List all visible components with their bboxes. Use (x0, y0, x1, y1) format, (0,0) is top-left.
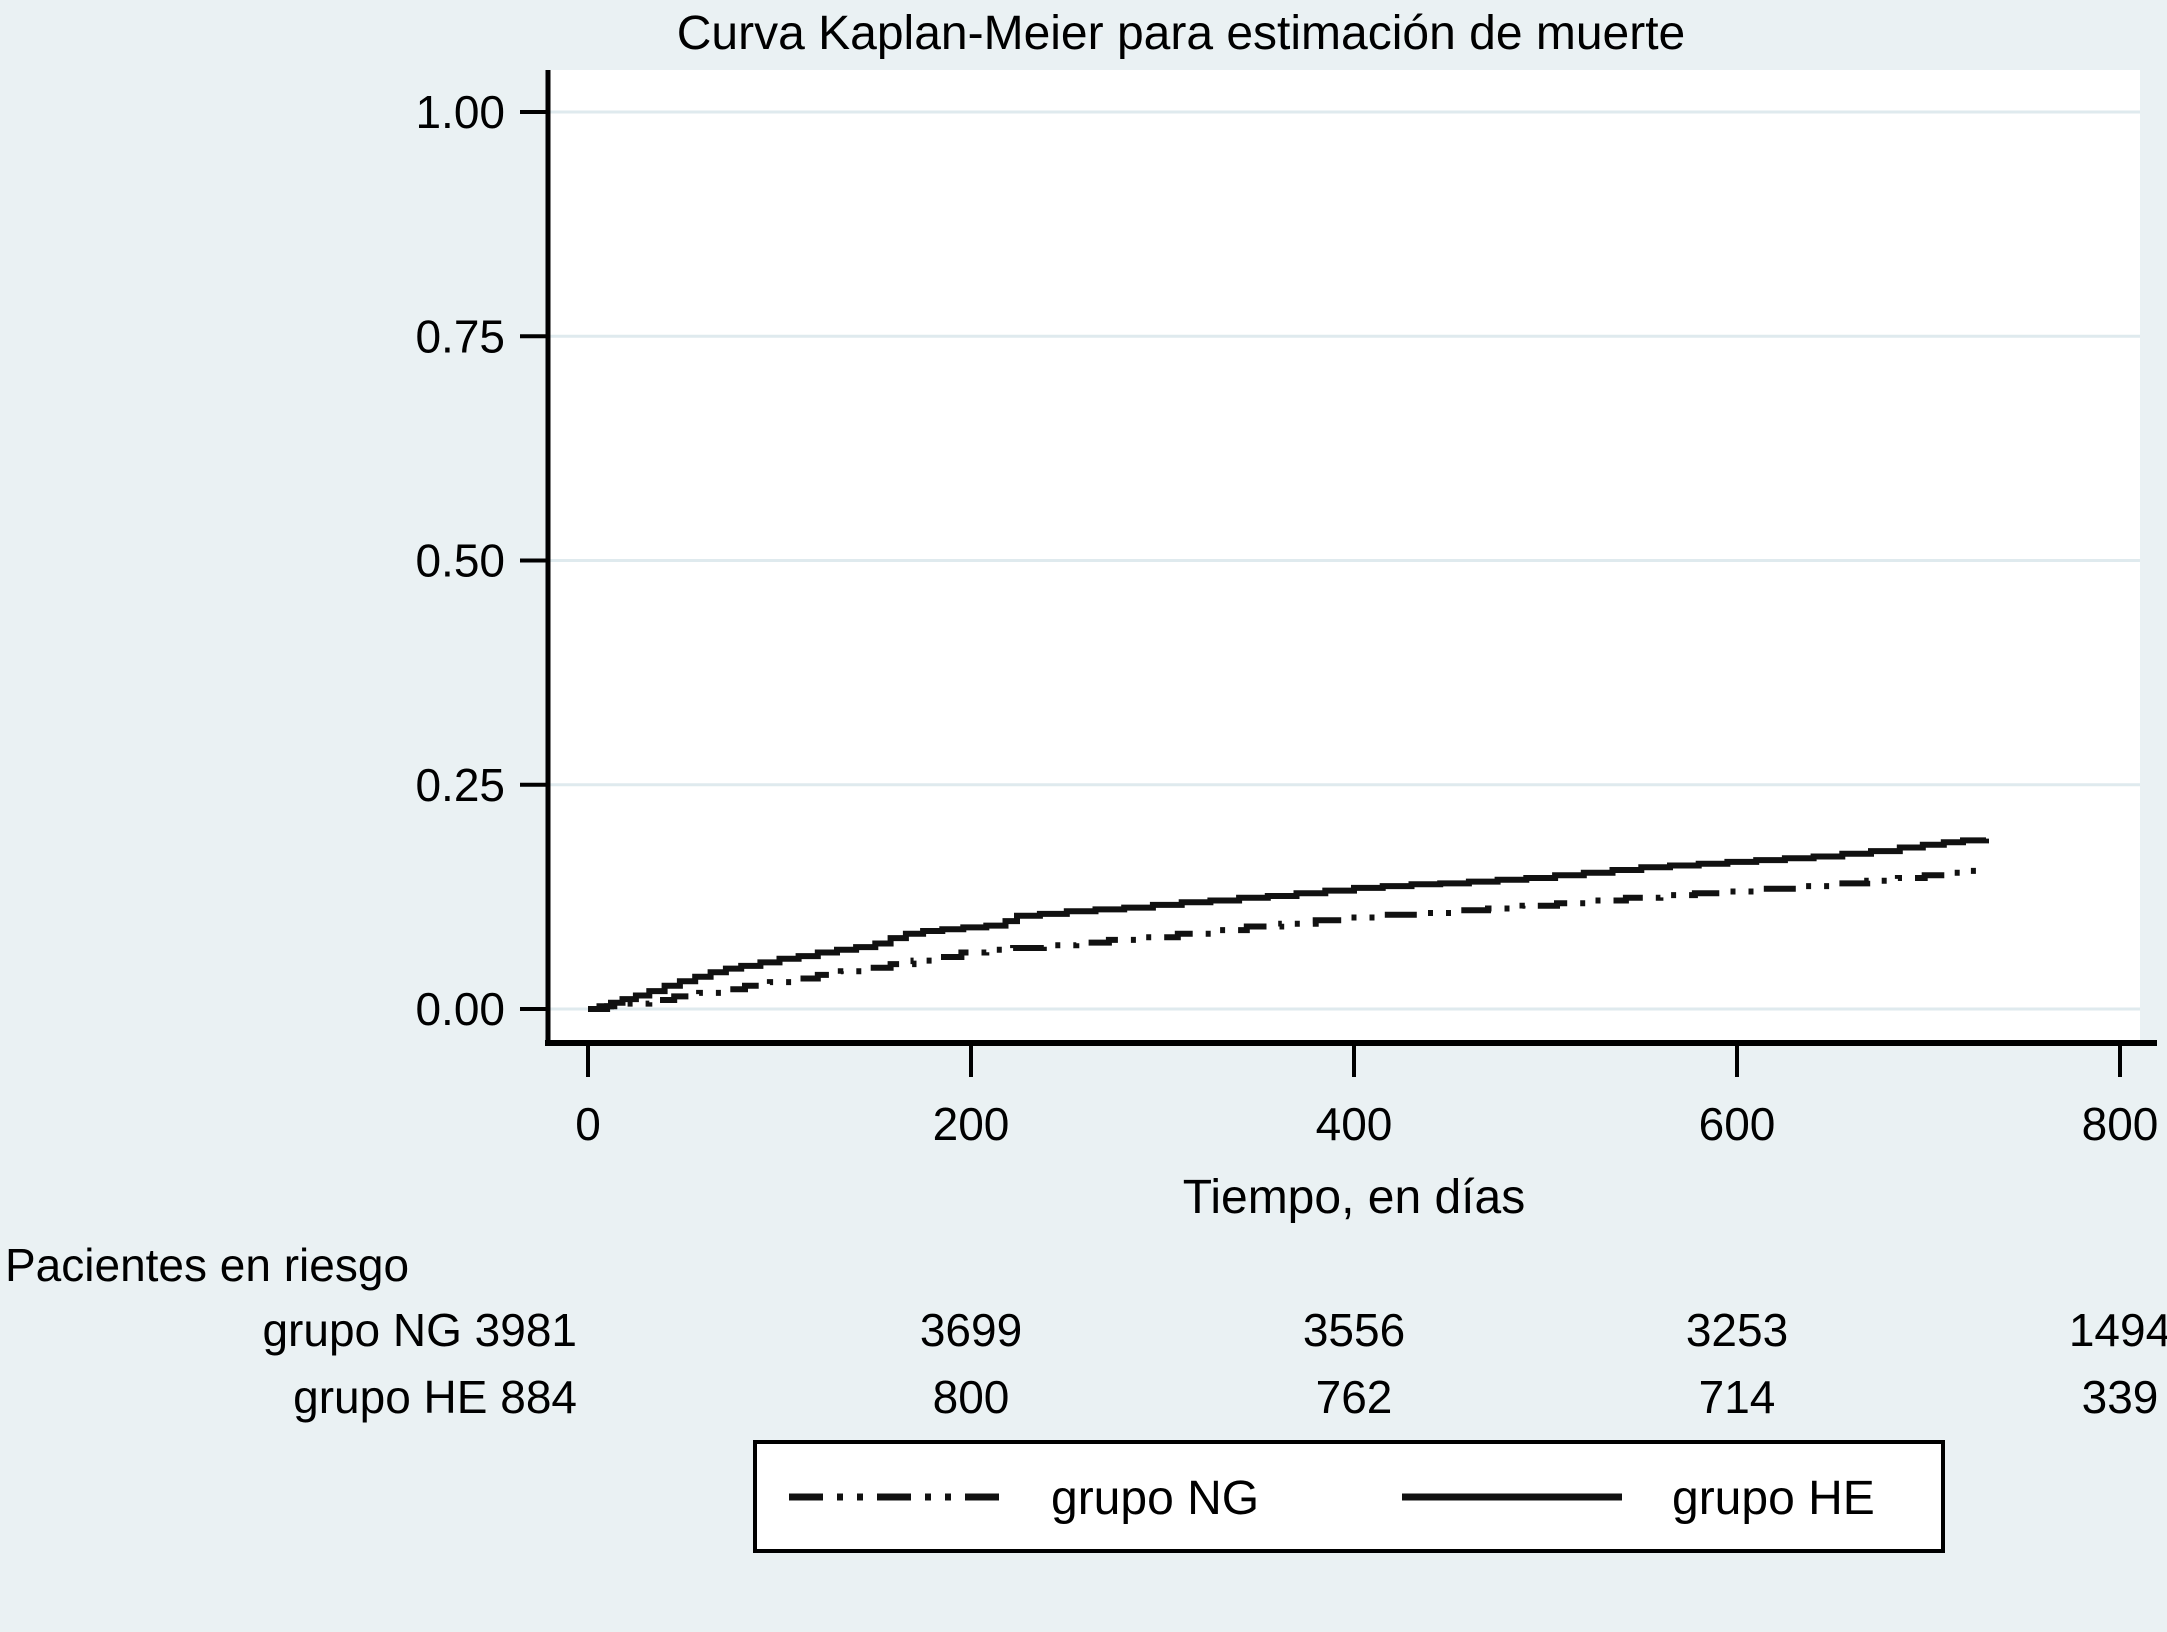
risk-row-label-grupo-he: grupo HE 884 (293, 1371, 577, 1423)
risk-count-grupo-ng-t600: 3253 (1685, 1304, 1789, 1356)
y-tick-label-0.50: 0.50 (415, 535, 505, 587)
risk-count-grupo-ng-t800: 1494 (2068, 1304, 2167, 1356)
y-tick-label-0.00: 0.00 (415, 983, 505, 1035)
legend-line-grupo-he (1402, 1493, 1622, 1501)
y-tick-label-0.25: 0.25 (415, 759, 505, 811)
risk-count-grupo-he-t600: 714 (1698, 1371, 1776, 1423)
chart-title: Curva Kaplan-Meier para estimación de mu… (676, 7, 1686, 60)
x-tick-label-800: 800 (2082, 1098, 2159, 1150)
plot-area (548, 70, 2140, 1043)
risk-count-grupo-he-t800: 339 (2081, 1371, 2159, 1423)
legend-label-grupo-he: grupo HE (1672, 1472, 1875, 1525)
risk-count-grupo-he-t400: 762 (1315, 1371, 1393, 1423)
risk-row-label-grupo-ng: grupo NG 3981 (262, 1304, 577, 1356)
x-tick-label-400: 400 (1316, 1098, 1393, 1150)
risk-count-grupo-ng-t400: 3556 (1302, 1304, 1406, 1356)
legend-line-grupo-ng (789, 1493, 1013, 1501)
legend-label-grupo-ng: grupo NG (1051, 1472, 1260, 1525)
y-tick-label-1.00: 1.00 (415, 86, 505, 138)
x-tick-label-0: 0 (575, 1098, 601, 1150)
legend: grupo NG grupo HE (753, 1440, 1945, 1553)
y-tick-label-0.75: 0.75 (415, 310, 505, 362)
risk-table-heading: Pacientes en riesgo (5, 1239, 410, 1291)
km-curve-grupo-he (588, 837, 1989, 1012)
km-curve-grupo-ng (588, 867, 1989, 1012)
x-axis-title: Tiempo, en días (1183, 1171, 1525, 1224)
risk-count-grupo-ng-t200: 3699 (919, 1304, 1023, 1356)
x-tick-label-600: 600 (1699, 1098, 1776, 1150)
risk-count-grupo-he-t200: 800 (932, 1371, 1010, 1423)
x-tick-label-200: 200 (933, 1098, 1010, 1150)
